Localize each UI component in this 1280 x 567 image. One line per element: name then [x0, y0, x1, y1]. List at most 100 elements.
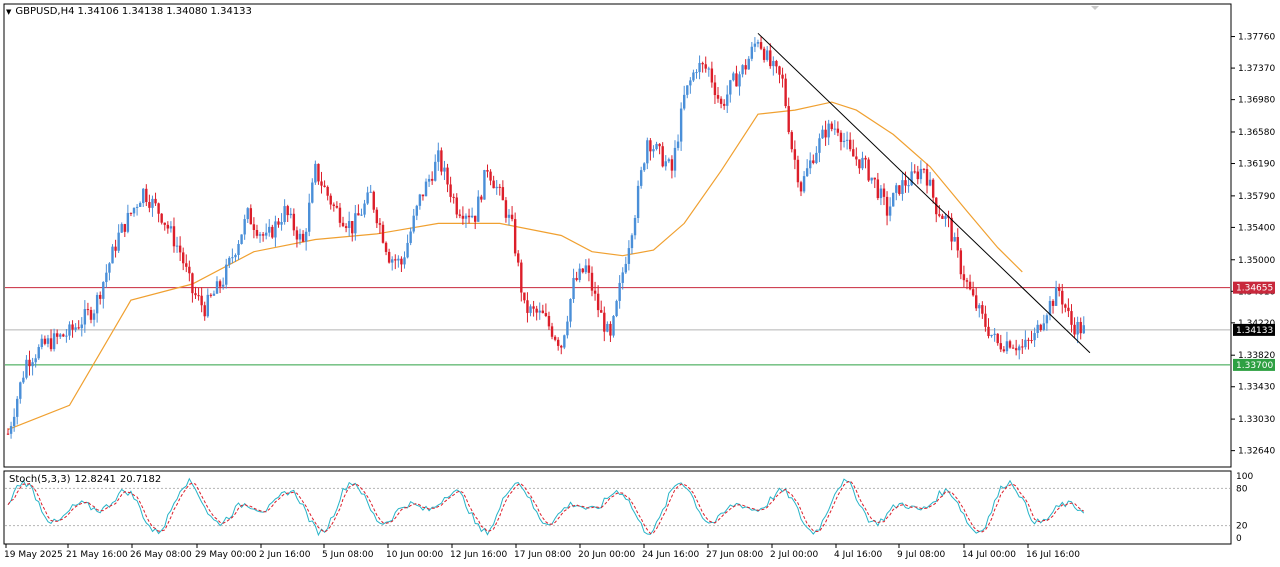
- bear-candle: [99, 294, 102, 299]
- bear-candle: [55, 333, 59, 337]
- bear-candle: [553, 336, 557, 340]
- bull-candle: [102, 282, 105, 299]
- bull-candle: [809, 160, 812, 169]
- bear-candle: [338, 207, 342, 223]
- bull-candle: [132, 207, 136, 214]
- main-chart-panel[interactable]: [3, 3, 1232, 468]
- bull-candle: [910, 171, 913, 186]
- bear-candle: [86, 309, 90, 311]
- bear-candle: [581, 268, 584, 273]
- bear-candle: [148, 202, 151, 208]
- stoch-level-label: 0: [1236, 534, 1242, 544]
- bear-candle: [876, 179, 880, 199]
- bull-candle: [347, 221, 351, 228]
- bull-candle: [529, 306, 532, 313]
- dropdown-triangle-icon[interactable]: ▼: [6, 8, 12, 16]
- bull-candle: [569, 299, 572, 322]
- bull-candle: [289, 213, 292, 216]
- bear-candle: [1039, 324, 1042, 330]
- bull-candle: [1036, 324, 1039, 334]
- bull-candle: [732, 73, 735, 81]
- bear-candle: [1061, 290, 1064, 305]
- bull-candle: [686, 85, 689, 95]
- bull-candle: [643, 163, 646, 171]
- bear-candle: [114, 246, 117, 251]
- bear-candle: [387, 251, 391, 263]
- bear-candle: [839, 132, 843, 142]
- collapse-arrow-icon[interactable]: [1091, 6, 1099, 10]
- bear-candle: [971, 289, 975, 296]
- bull-candle: [397, 258, 400, 261]
- bear-candle: [378, 223, 382, 225]
- close-value: 1.34133: [210, 6, 252, 17]
- bear-candle: [197, 295, 200, 297]
- bear-candle: [489, 171, 492, 181]
- bull-candle: [901, 180, 904, 195]
- bull-candle: [692, 72, 695, 81]
- bull-candle: [483, 170, 486, 200]
- bear-candle: [261, 234, 265, 236]
- bear-candle: [62, 334, 65, 337]
- bull-candle: [40, 338, 44, 348]
- horizontal-lines[interactable]: [5, 287, 1230, 366]
- bull-candle: [37, 347, 40, 359]
- bull-candle: [138, 203, 142, 207]
- bear-candle: [452, 196, 455, 198]
- bull-candle: [919, 168, 923, 180]
- current-price-text: 1.34133: [1236, 326, 1273, 336]
- time-tick-label: 14 Jul 00:00: [962, 550, 1016, 560]
- bull-candle: [738, 74, 741, 87]
- bull-candle: [258, 234, 262, 236]
- bear-candle: [510, 214, 514, 220]
- bear-candle: [735, 73, 738, 87]
- bear-candle: [778, 66, 781, 75]
- bear-candle: [501, 187, 505, 201]
- bear-candle: [759, 42, 763, 49]
- bear-candle: [775, 61, 778, 67]
- bull-candle: [142, 188, 145, 204]
- bull-candle: [1076, 321, 1079, 335]
- bear-candle: [1051, 300, 1055, 306]
- bull-candle: [12, 416, 16, 427]
- bear-candle: [603, 312, 606, 332]
- bull-candle: [464, 215, 468, 219]
- bull-candle: [765, 50, 769, 60]
- bear-candle: [421, 194, 425, 197]
- bear-candle: [129, 212, 133, 214]
- stoch-level-label: 100: [1236, 472, 1253, 482]
- bear-candle: [913, 171, 916, 173]
- bull-candle: [676, 141, 680, 148]
- bull-candle: [747, 58, 750, 70]
- bear-candle: [550, 326, 554, 337]
- bull-candle: [237, 243, 240, 256]
- bull-candle: [993, 333, 996, 335]
- bear-candle: [701, 62, 704, 65]
- symbol-label: GBPUSD,H4: [15, 6, 75, 17]
- bull-candle: [221, 284, 225, 287]
- bear-candle: [440, 150, 443, 172]
- bear-candle: [898, 185, 901, 195]
- bull-candle: [108, 263, 111, 273]
- support-price-box: [1233, 358, 1275, 371]
- bull-candle: [22, 377, 25, 383]
- bear-candle: [203, 305, 206, 317]
- bear-candle: [295, 230, 299, 240]
- bull-candle: [304, 231, 308, 242]
- time-axis: 19 May 2025 21 May 16:00 26 May 08:00 29 Ma…: [4, 544, 1080, 560]
- bear-candle: [458, 214, 462, 216]
- bear-candle: [981, 305, 984, 314]
- bear-candle: [790, 132, 793, 150]
- bear-candle: [836, 128, 840, 133]
- stoch-signal-line: [7, 480, 1085, 535]
- bull-candle: [612, 315, 615, 336]
- bull-candle: [636, 185, 640, 219]
- bear-candle: [852, 149, 855, 157]
- trendline[interactable]: [757, 32, 1091, 354]
- bull-candle: [818, 138, 821, 153]
- bear-candle: [194, 293, 197, 296]
- moving-average-line: [7, 101, 1023, 431]
- bear-candle: [157, 203, 160, 214]
- bull-candle: [311, 182, 314, 203]
